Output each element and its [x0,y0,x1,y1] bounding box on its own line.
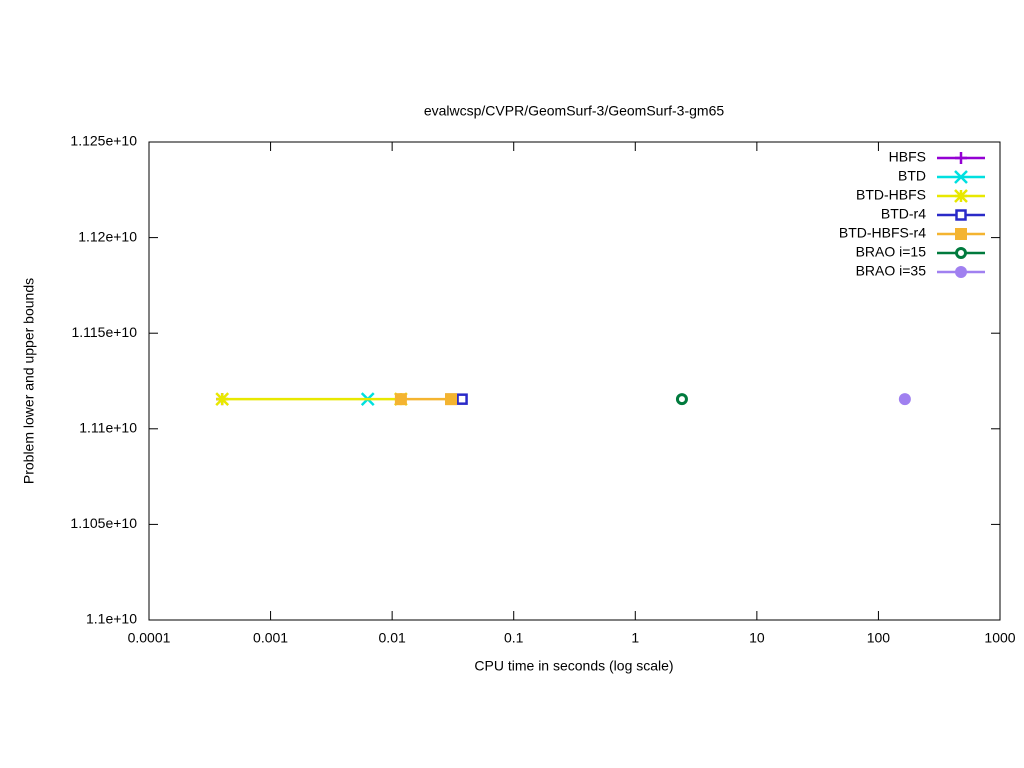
chart-title: evalwcsp/CVPR/GeomSurf-3/GeomSurf-3-gm65 [424,103,725,119]
x-tick-label: 10 [749,630,765,646]
x-axis-label: CPU time in seconds (log scale) [474,658,673,674]
x-tick-label: 0.0001 [128,630,171,646]
y-tick-label: 1.1e+10 [86,611,137,627]
data-point [215,392,230,407]
legend-label: BTD-HBFS-r4 [839,225,926,241]
x-tick-label: 0.001 [253,630,288,646]
legend-marker [955,228,967,240]
legend-marker [955,209,967,221]
legend-marker [955,152,967,164]
y-tick-label: 1.11e+10 [79,420,137,436]
data-point [675,393,688,406]
legend-marker [954,170,968,184]
legend-label: BTD [898,168,926,184]
legend-marker [955,266,967,278]
legend-marker [955,247,967,259]
data-point [394,393,407,406]
legend-label: BTD-r4 [881,206,926,222]
legend-label: BRAO i=35 [856,263,927,279]
legend-marker [954,189,968,203]
y-tick-label: 1.12e+10 [78,228,137,244]
x-tick-label: 1000 [984,630,1015,646]
data-point [445,393,458,406]
legend-label: BRAO i=15 [856,244,927,260]
y-tick-label: 1.105e+10 [70,515,137,531]
y-tick-label: 1.115e+10 [71,324,137,340]
x-tick-label: 100 [867,630,891,646]
y-tick-label: 1.125e+10 [70,133,137,149]
x-tick-label: 0.01 [379,630,406,646]
data-point [898,393,911,406]
x-tick-label: 1 [631,630,639,646]
x-tick-label: 0.1 [504,630,524,646]
data-point [456,393,468,405]
y-axis-label: Problem lower and upper bounds [21,278,37,484]
legend-label: BTD-HBFS [856,187,926,203]
legend-label: HBFS [889,149,926,165]
plot-frame [148,141,1001,621]
